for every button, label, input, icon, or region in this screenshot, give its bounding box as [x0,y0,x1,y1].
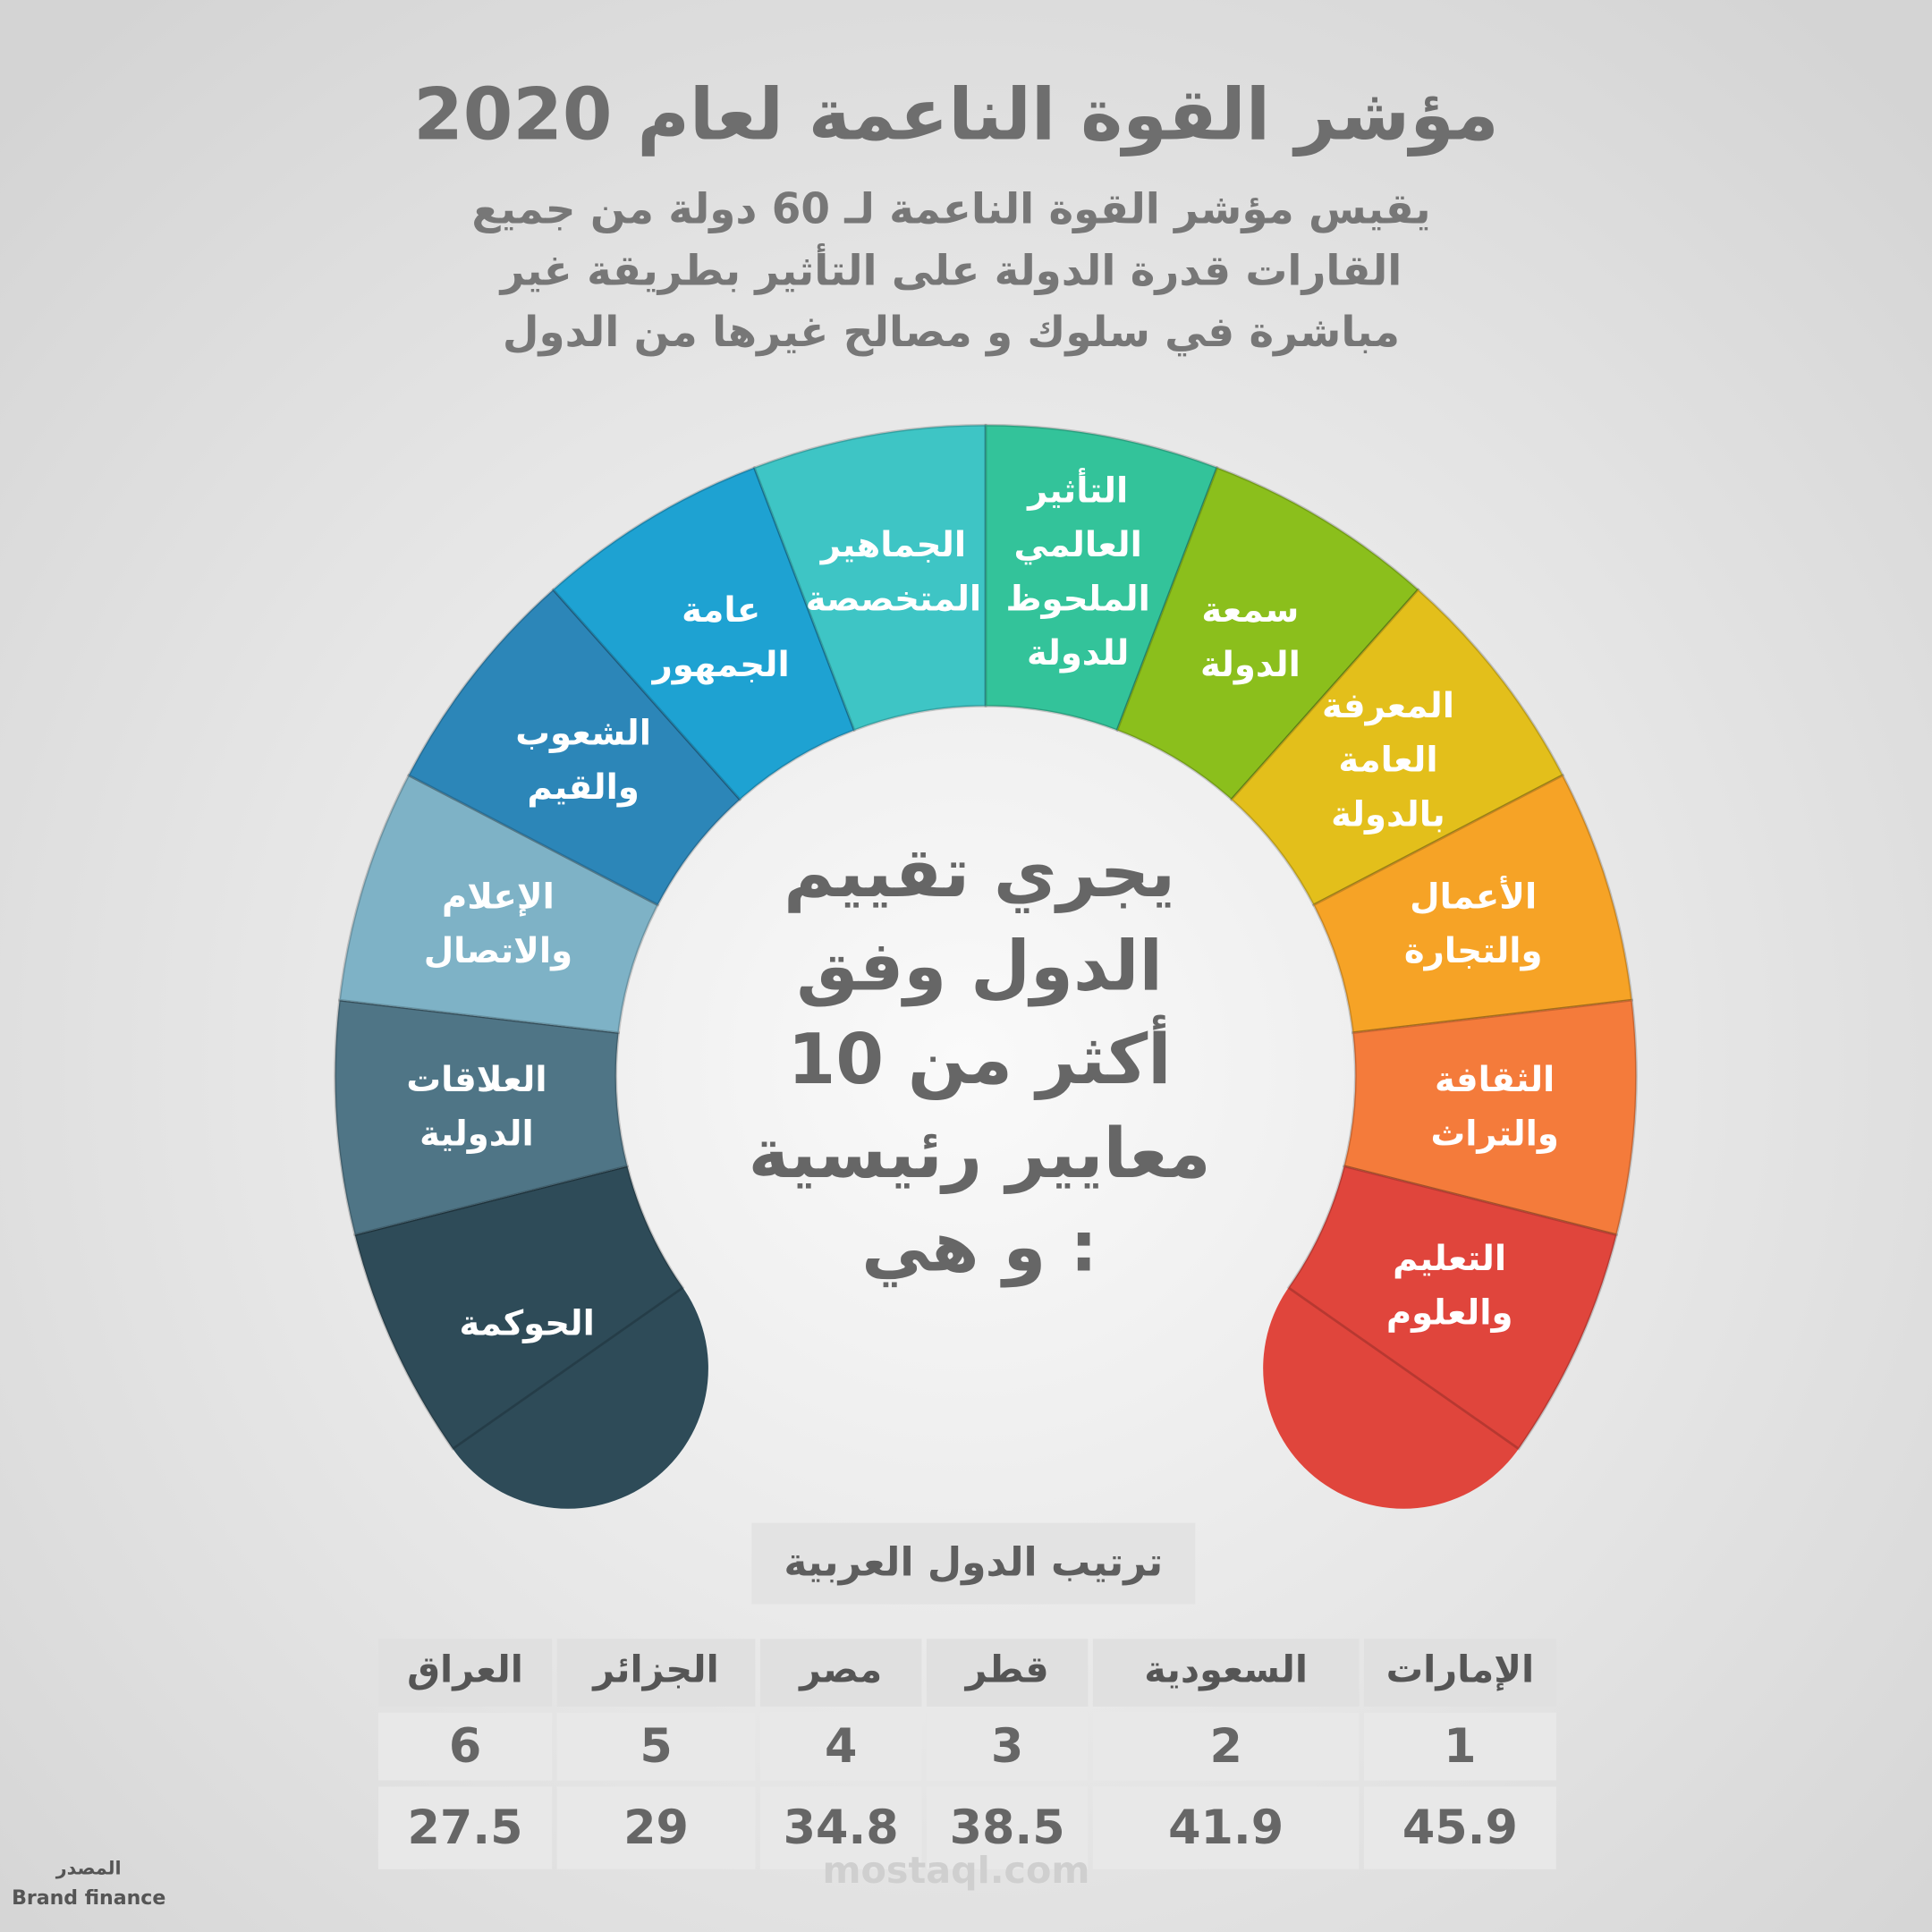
table-cell [377,1639,553,1707]
segment-label: سمعة [1201,590,1299,631]
segment-label: والاتصال [424,931,572,971]
segment-label: الإعلام [442,877,555,917]
center-line: أكثر من 10 [788,1014,1172,1100]
country-name: الجزائر [591,1648,719,1691]
watermark: mostaql.com [822,1849,1089,1892]
center-line: الدول وفق [796,927,1163,1007]
table-cell [1363,1639,1556,1707]
score: 34.8 [784,1801,899,1855]
criteria-arc: الحوكمة العلاقات الدولية الإعلام والاتصال الش… [334,423,1638,1509]
arc-segment [551,466,856,801]
arc-segment [334,998,630,1237]
segment-label: العلاقات [406,1060,547,1100]
segment-label: التأثير [1026,467,1128,511]
segment-label: والتجارة [1404,931,1543,971]
arc-segment [1343,998,1638,1237]
segment-label: التعليم [1393,1239,1506,1279]
rank: 2 [1209,1719,1241,1774]
arc-segment [984,423,1219,733]
table-cell [1092,1639,1360,1707]
country-name: قطر [964,1648,1049,1691]
ranking-table: الإمارات 1 45.9 السعودية 2 41.9 قطر 3 38.5 مصر 4 34… [377,1639,1556,1869]
country-name: مصر [798,1648,882,1691]
segment-label: للدولة [1027,633,1129,674]
segment-label: المتخصصة [806,580,981,620]
table-heading: ترتيب الدول العربية [784,1539,1163,1585]
rank: 5 [640,1719,672,1774]
center-line: يجري تقييم [784,833,1175,913]
segment-label: المعرفة [1322,686,1454,726]
arc-segment [1229,588,1565,907]
score: 29 [623,1801,689,1855]
table-cell [1363,1786,1556,1869]
rank: 6 [449,1719,481,1774]
segment-label: والقيم [527,767,639,808]
table-cell [926,1639,1089,1707]
country-name: الإمارات [1386,1648,1534,1690]
rank: 3 [991,1719,1023,1774]
score: 38.5 [950,1801,1065,1855]
score: 41.9 [1168,1801,1284,1855]
table-heading-box [751,1522,1196,1605]
arc-segment [353,1165,685,1451]
segment-label: الأعمال [1410,875,1537,917]
score: 45.9 [1402,1801,1518,1855]
segment-label: الدولية [419,1114,534,1155]
table-cell [377,1786,553,1869]
table-cell [377,1712,553,1781]
table-cell [1363,1712,1556,1781]
table-cell [1092,1712,1360,1781]
subtitle-line: القارات قدرة الدولة على التأثير بطريقة غ… [499,242,1402,295]
subtitle-line: يقيس مؤشر القوة الناعمة لـ 60 دولة من جم… [471,185,1430,233]
rank: 1 [1444,1719,1476,1774]
arc-segment [1115,466,1420,801]
segment-label: الحوكمة [459,1304,594,1344]
arc-segment [338,773,660,1035]
arc-segment [1286,1165,1618,1451]
table-cell [926,1786,1089,1869]
segment-label: بالدولة [1331,794,1445,835]
source-name: Brand finance [12,1887,165,1910]
score: 27.5 [407,1801,522,1855]
segment-label: العالمي [1014,525,1142,565]
subtitle-line: مباشرة في سلوك و مصالح غيرها من الدول [503,309,1400,357]
rank: 4 [825,1719,857,1774]
segment-label: الجماهير [819,525,966,565]
country-name: السعودية [1144,1648,1308,1691]
title: مؤشر القوة الناعمة لعام 2020 [413,73,1499,157]
segment-label: الدولة [1200,645,1301,685]
segment-label: عامة [682,590,760,631]
table-cell [759,1786,922,1869]
segment-label: الجمهور [651,645,790,685]
segment-label: الشعوب [515,713,651,753]
table-cell [759,1712,922,1781]
segment-label: والتراث [1430,1114,1558,1155]
arc-segment [407,588,742,907]
table-cell [556,1712,756,1781]
segment-label: الملحوظ [1005,580,1149,620]
segment-label: الثقافة [1435,1060,1555,1100]
table-cell [926,1712,1089,1781]
source-label: المصدر [55,1858,122,1879]
segment-label: والعلوم [1386,1293,1513,1334]
table-cell [556,1786,756,1869]
arc-segment [1311,773,1633,1035]
table-cell [759,1639,922,1707]
segment-label: العامة [1338,741,1437,781]
center-line: و هي : [861,1208,1097,1288]
table-cell [556,1639,756,1707]
subtitle: يقيس مؤشر القوة الناعمة لـ 60 دولة من جم… [471,185,1430,357]
country-name: العراق [407,1648,523,1691]
arc-segment [752,423,987,733]
table-cell [1092,1786,1360,1869]
center-line: معايير رئيسية [749,1114,1211,1194]
